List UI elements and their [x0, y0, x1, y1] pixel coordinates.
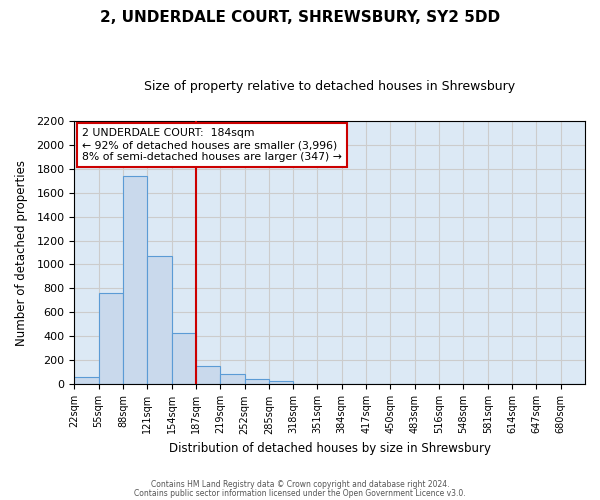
Text: 2 UNDERDALE COURT:  184sqm
← 92% of detached houses are smaller (3,996)
8% of se: 2 UNDERDALE COURT: 184sqm ← 92% of detac…: [82, 128, 342, 162]
Text: Contains public sector information licensed under the Open Government Licence v3: Contains public sector information licen…: [134, 489, 466, 498]
Bar: [172, 333, 196, 384]
Text: Contains HM Land Registry data © Crown copyright and database right 2024.: Contains HM Land Registry data © Crown c…: [151, 480, 449, 489]
Bar: [74, 377, 98, 384]
Y-axis label: Number of detached properties: Number of detached properties: [15, 160, 28, 346]
Bar: [123, 176, 147, 384]
Bar: [98, 294, 123, 384]
X-axis label: Distribution of detached houses by size in Shrewsbury: Distribution of detached houses by size …: [169, 442, 491, 455]
Bar: [245, 379, 269, 384]
Title: Size of property relative to detached houses in Shrewsbury: Size of property relative to detached ho…: [144, 80, 515, 93]
Bar: [269, 381, 293, 384]
Text: 2, UNDERDALE COURT, SHREWSBURY, SY2 5DD: 2, UNDERDALE COURT, SHREWSBURY, SY2 5DD: [100, 10, 500, 25]
Bar: [220, 374, 245, 384]
Bar: [147, 256, 172, 384]
Bar: [196, 366, 220, 384]
